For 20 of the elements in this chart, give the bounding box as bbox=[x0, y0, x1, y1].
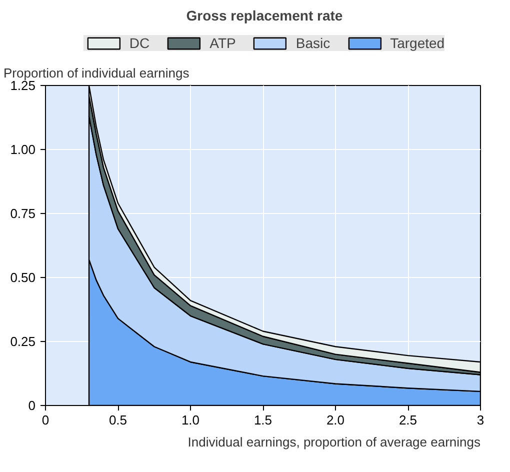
y-axis-title: Proportion of individual earnings bbox=[4, 66, 190, 80]
x-tick-label: 2.5 bbox=[398, 412, 418, 428]
y-tick-label: 1.00 bbox=[10, 142, 36, 157]
y-tick-label: 0.25 bbox=[10, 334, 36, 349]
y-tick-label: 0 bbox=[28, 398, 36, 413]
x-tick-label: 0.5 bbox=[108, 412, 128, 428]
legend-label: DC bbox=[129, 35, 150, 51]
chart-title: Gross replacement rate bbox=[186, 8, 343, 24]
x-tick-label: 1.0 bbox=[181, 412, 200, 428]
legend-label: ATP bbox=[210, 35, 236, 51]
legend-label: Basic bbox=[296, 35, 330, 51]
legend-label: Targeted bbox=[390, 35, 445, 51]
y-tick-label: 0.75 bbox=[10, 206, 36, 221]
x-tick-label: 2.0 bbox=[326, 412, 345, 428]
x-tick-label: 1.5 bbox=[254, 412, 272, 428]
x-axis-title: Individual earnings, proportion of average earnings bbox=[188, 434, 481, 450]
x-tick-label: 0 bbox=[42, 412, 50, 428]
x-tick-label: 3 bbox=[476, 412, 484, 428]
y-tick-label: 1.25 bbox=[10, 78, 36, 93]
y-tick-label: 0.50 bbox=[10, 270, 36, 285]
